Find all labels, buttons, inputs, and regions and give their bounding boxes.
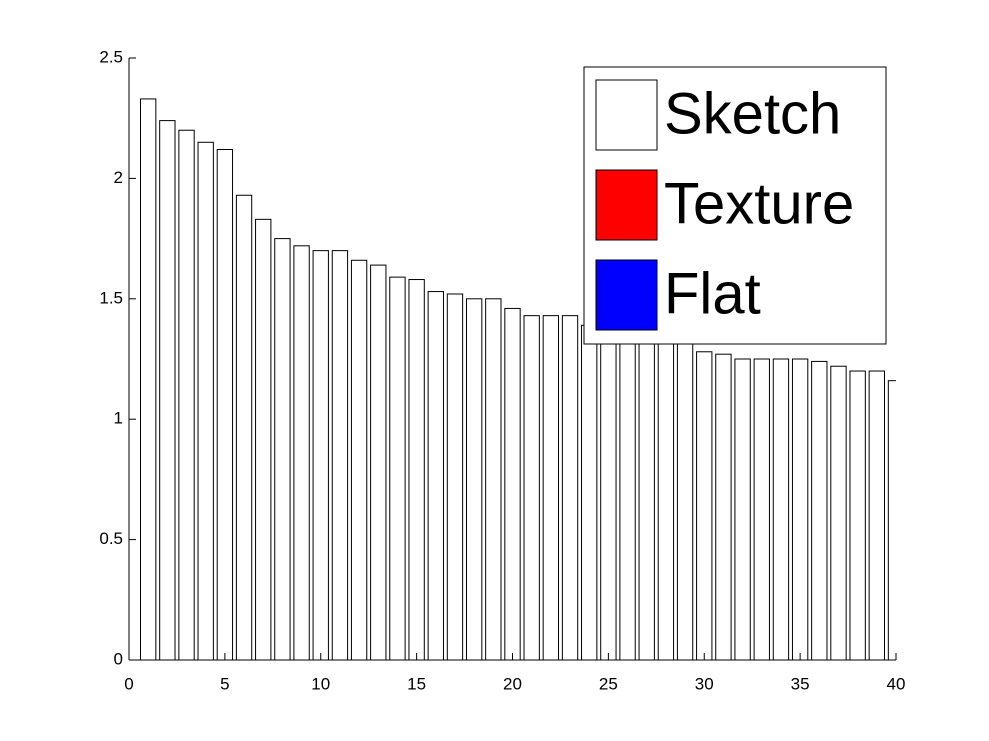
bar (676, 341, 694, 660)
bar (140, 98, 157, 660)
bar (350, 259, 368, 660)
bar (696, 351, 713, 660)
bar (485, 298, 502, 660)
bar (561, 315, 579, 660)
x-tick-label: 25 (599, 674, 618, 693)
bar (427, 291, 444, 660)
y-tick-label: 2 (114, 168, 123, 187)
bar (791, 358, 809, 660)
y-tick-label: 0.5 (99, 529, 123, 548)
bar (331, 250, 349, 660)
y-tick-label: 2.5 (99, 47, 123, 66)
bar (542, 315, 560, 660)
bar (581, 324, 598, 660)
y-tick-label: 0 (114, 649, 123, 668)
bar (849, 370, 866, 660)
bar (523, 315, 540, 660)
bar (293, 245, 310, 660)
bar (274, 238, 291, 660)
x-tick-label: 20 (503, 674, 522, 693)
bar (178, 129, 195, 660)
x-tick-label: 30 (695, 674, 714, 693)
bar (868, 370, 885, 660)
bar (638, 336, 655, 660)
bar (811, 360, 828, 660)
bars (140, 98, 896, 660)
bar (465, 298, 483, 660)
bar (657, 339, 675, 660)
bar (772, 358, 790, 660)
bar (753, 358, 770, 660)
bar (408, 279, 425, 660)
bar (734, 358, 751, 660)
bar (255, 218, 272, 660)
bar (600, 327, 617, 660)
bar (197, 141, 214, 660)
legend-label: Flat (664, 261, 761, 326)
x-tick-label: 0 (124, 674, 133, 693)
x-tick-label: 15 (407, 674, 426, 693)
bar (389, 276, 406, 660)
bar (619, 332, 636, 660)
bar (715, 353, 732, 660)
legend-label: Texture (664, 171, 854, 236)
x-tick-label: 10 (311, 674, 330, 693)
bar (887, 380, 896, 660)
y-tick-label: 1.5 (99, 288, 123, 307)
y-tick-label: 1 (114, 409, 123, 428)
legend-swatch (595, 259, 658, 331)
legend-swatch (595, 79, 658, 151)
bar (446, 293, 464, 660)
x-tick-label: 5 (220, 674, 229, 693)
bar (216, 149, 234, 660)
legend-label: Sketch (664, 81, 841, 146)
bar (504, 307, 521, 660)
bar (830, 365, 847, 660)
bar (235, 194, 253, 660)
legend-swatch (595, 169, 658, 241)
bar (370, 264, 387, 660)
bar (312, 250, 329, 660)
x-tick-label: 35 (791, 674, 810, 693)
bar (159, 120, 176, 660)
x-tick-label: 40 (887, 674, 906, 693)
